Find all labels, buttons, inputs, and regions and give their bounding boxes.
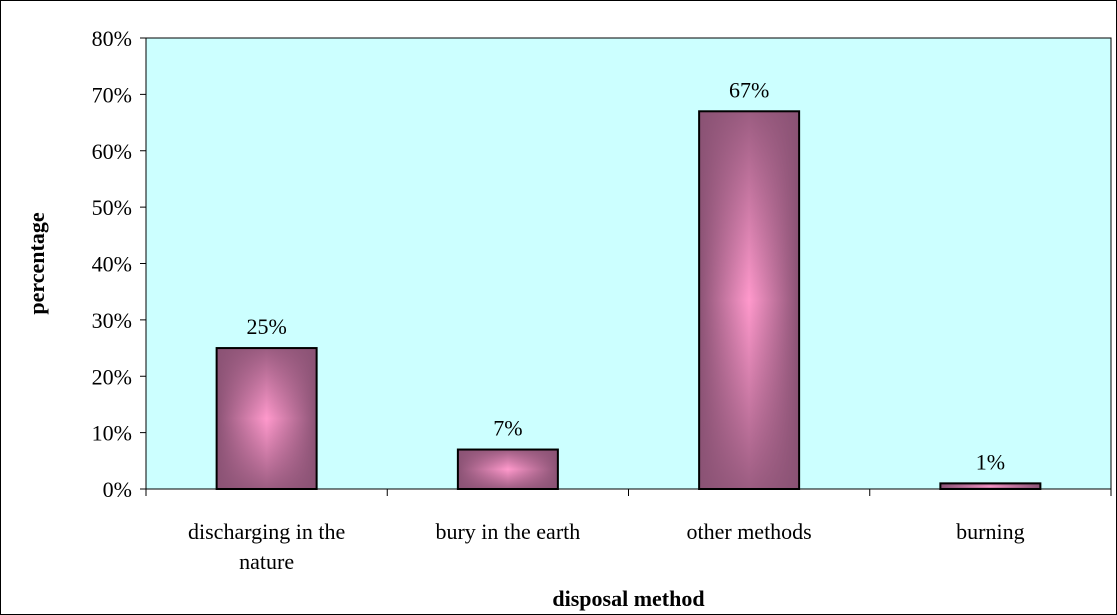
- bar-0: [215, 347, 318, 490]
- y-tick-label: 40%: [92, 252, 132, 277]
- data-labels-group: 25% 7% 67% 1%: [246, 77, 1005, 474]
- bar-2: [698, 110, 801, 490]
- x-tick-labels-group: discharging in the nature bury in the eart…: [188, 519, 1025, 574]
- x-tick-label-3: burning: [956, 519, 1024, 544]
- bars-group: [215, 110, 1042, 491]
- data-label-3: 1%: [976, 449, 1005, 474]
- y-tick-label: 60%: [92, 139, 132, 164]
- axes-group: [140, 37, 1112, 496]
- x-tick-label-line: other methods: [686, 519, 811, 544]
- x-tick-label-2: other methods: [686, 519, 811, 544]
- y-tick-label: 30%: [92, 308, 132, 333]
- y-tick-label: 20%: [92, 364, 132, 389]
- y-tick-label: 10%: [92, 421, 132, 446]
- data-label-2: 67%: [729, 77, 769, 102]
- bar-3: [939, 482, 1042, 490]
- y-axis-title: percentage: [24, 212, 49, 314]
- y-tick-label: 70%: [92, 82, 132, 107]
- x-tick-label-0: discharging in the nature: [188, 519, 345, 574]
- y-tick-labels-group: 0% 10% 20% 30% 40% 50% 60% 70% 80%: [92, 26, 132, 502]
- x-tick-label-line: nature: [239, 549, 294, 574]
- data-label-0: 25%: [246, 314, 286, 339]
- bar-1: [456, 448, 559, 491]
- data-label-1: 7%: [493, 416, 522, 441]
- y-tick-label: 80%: [92, 26, 132, 51]
- y-tick-label: 0%: [103, 477, 132, 502]
- x-tick-label-line: burning: [956, 519, 1024, 544]
- x-axis-title: disposal method: [552, 586, 704, 611]
- x-tick-label-line: discharging in the: [188, 519, 345, 544]
- y-tick-label: 50%: [92, 195, 132, 220]
- bar-shade: [699, 111, 800, 489]
- bar-shade: [216, 348, 317, 489]
- bar-shade: [940, 483, 1041, 489]
- bar-shade: [457, 449, 558, 489]
- x-tick-label-1: bury in the earth: [435, 519, 580, 544]
- x-tick-label-line: bury in the earth: [435, 519, 580, 544]
